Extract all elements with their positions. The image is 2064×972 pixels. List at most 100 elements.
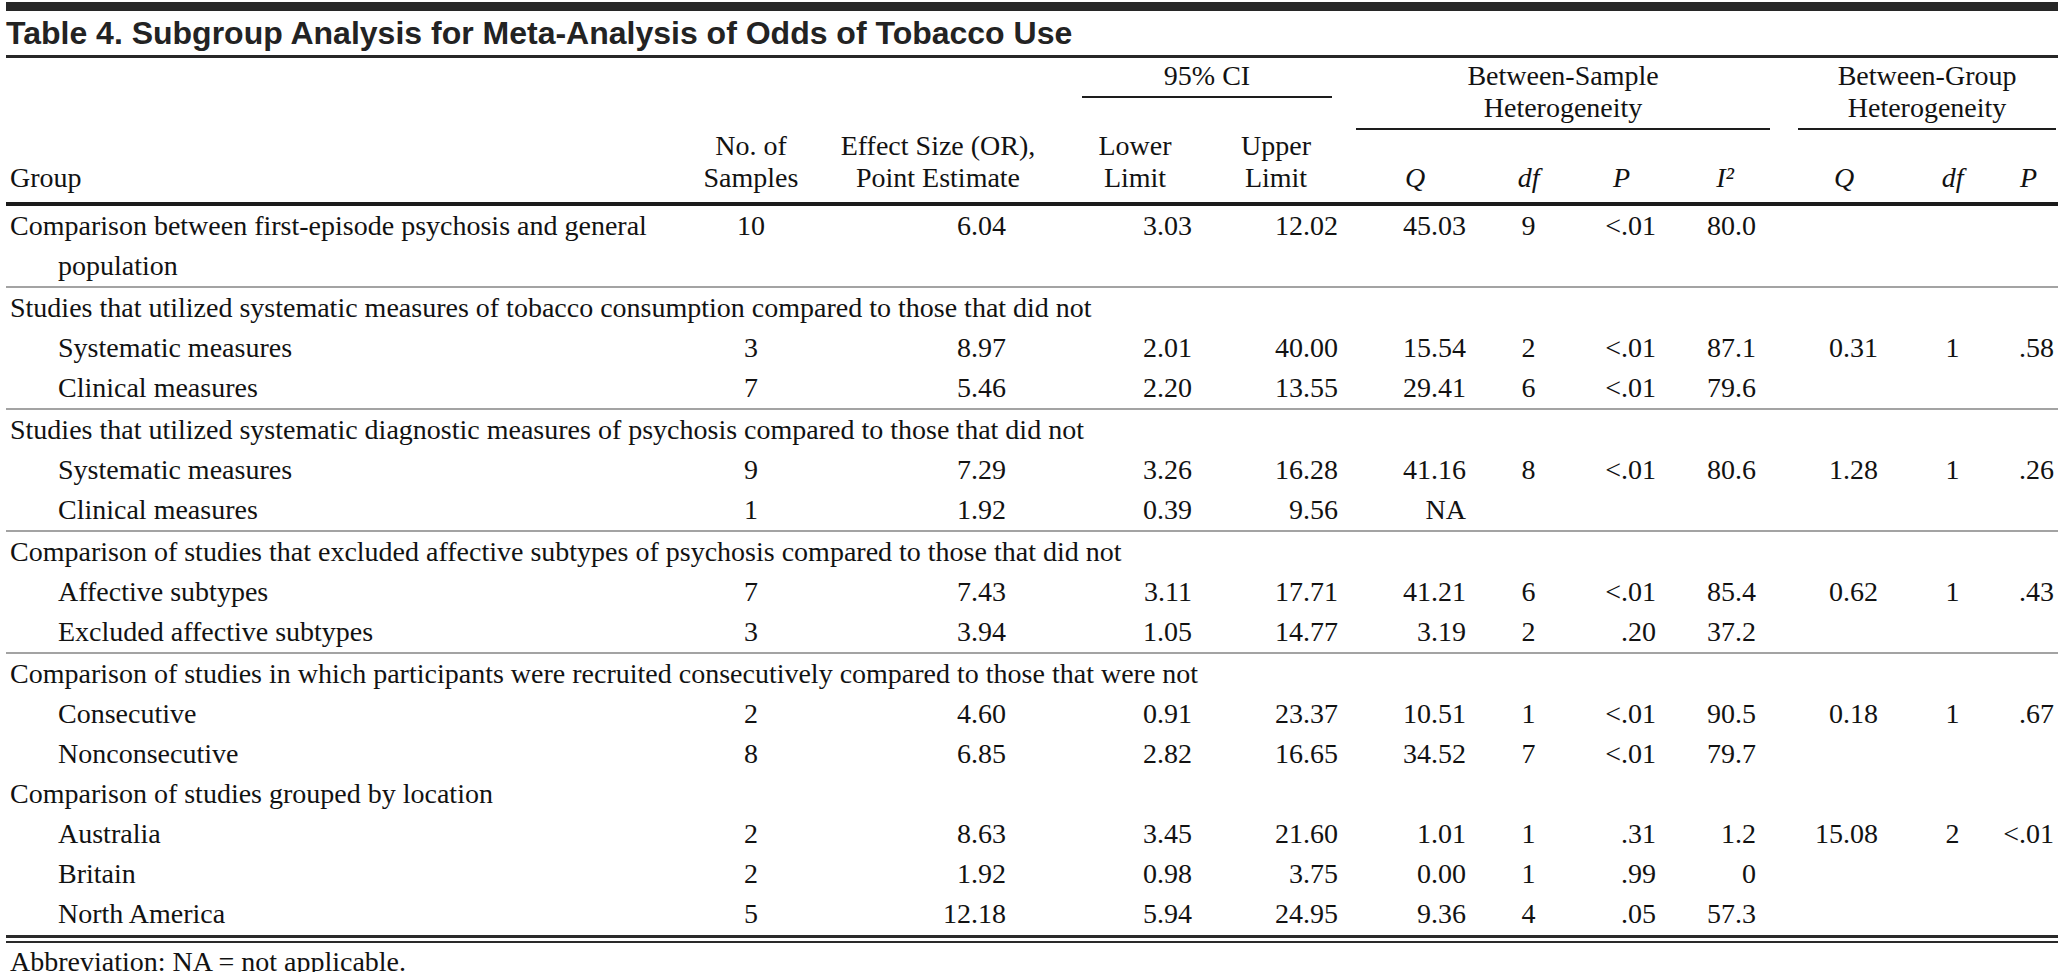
header-line: Samples [704, 162, 799, 193]
cell-df-group [1906, 894, 1999, 934]
cell-q-sample: 10.51 [1348, 694, 1482, 734]
table-row: Affective subtypes 7 7.43 3.11 17.71 41.… [6, 572, 2058, 612]
cell-or: 8.97 [810, 328, 1066, 368]
table-row: Excluded affective subtypes 3 3.94 1.05 … [6, 612, 2058, 653]
cell-n: 7 [692, 368, 810, 409]
cell-lower: 2.20 [1066, 368, 1204, 409]
header-line: No. of [715, 130, 787, 161]
table-row: Britain 2 1.92 0.98 3.75 0.00 1 .99 0 [6, 854, 2058, 894]
cell-df-group: 2 [1906, 814, 1999, 854]
col-header-p-group: P [1999, 130, 2058, 204]
spanner-line: Heterogeneity [1848, 92, 2007, 123]
cell-df-sample: 4 [1482, 894, 1575, 934]
col-header-effect-size: Effect Size (OR),Point Estimate [810, 130, 1066, 204]
cell-lower: 2.01 [1066, 328, 1204, 368]
spanner-between-group: Between-GroupHeterogeneity [1782, 58, 2058, 130]
cell-p-group: .67 [1999, 694, 2058, 734]
cell-n: 1 [692, 490, 810, 531]
cell-df-sample: 9 [1482, 204, 1575, 287]
cell-p-sample: .20 [1575, 612, 1668, 653]
cell-or: 12.18 [810, 894, 1066, 934]
header-line: Limit [1245, 162, 1307, 193]
header-line: Point Estimate [856, 162, 1020, 193]
cell-q-group: 15.08 [1782, 814, 1906, 854]
cell-df-group [1906, 612, 1999, 653]
section-label: Comparison of studies grouped by locatio… [6, 774, 2058, 814]
section-row: Comparison of studies grouped by locatio… [6, 774, 2058, 814]
cell-q-group: 1.28 [1782, 450, 1906, 490]
cell-group: Nonconsecutive [6, 734, 692, 774]
table-footnote: Abbreviation: NA = not applicable. [6, 943, 2058, 972]
cell-group: North America [6, 894, 692, 934]
cell-n: 2 [692, 814, 810, 854]
cell-p-group: <.01 [1999, 814, 2058, 854]
cell-or: 4.60 [810, 694, 1066, 734]
section-row: Studies that utilized systematic measure… [6, 287, 2058, 328]
col-header-df-group: df [1906, 130, 1999, 204]
cell-p-sample: .31 [1575, 814, 1668, 854]
cell-i2: 80.0 [1668, 204, 1782, 287]
cell-p-group [1999, 894, 2058, 934]
cell-q-sample: 29.41 [1348, 368, 1482, 409]
cell-i2: 57.3 [1668, 894, 1782, 934]
cell-df-sample: 1 [1482, 814, 1575, 854]
col-header-q-sample: Q [1348, 130, 1482, 204]
cell-lower: 0.39 [1066, 490, 1204, 531]
cell-p-group: .43 [1999, 572, 2058, 612]
cell-or: 1.92 [810, 854, 1066, 894]
spanner-line: Heterogeneity [1484, 92, 1643, 123]
cell-upper: 16.28 [1204, 450, 1348, 490]
cell-n: 2 [692, 694, 810, 734]
cell-p-sample: <.01 [1575, 450, 1668, 490]
header-line: Limit [1104, 162, 1166, 193]
cell-n: 7 [692, 572, 810, 612]
cell-n: 8 [692, 734, 810, 774]
cell-i2: 79.6 [1668, 368, 1782, 409]
cell-group: Clinical measures [6, 368, 692, 409]
cell-i2: 79.7 [1668, 734, 1782, 774]
cell-df-sample: 2 [1482, 328, 1575, 368]
cell-lower: 5.94 [1066, 894, 1204, 934]
paper-table-page: Table 4. Subgroup Analysis for Meta-Anal… [0, 0, 2064, 972]
cell-lower: 3.26 [1066, 450, 1204, 490]
cell-lower: 0.98 [1066, 854, 1204, 894]
table-row: Systematic measures 3 8.97 2.01 40.00 15… [6, 328, 2058, 368]
cell-group: Australia [6, 814, 692, 854]
cell-q-group [1782, 204, 1906, 287]
cell-n: 10 [692, 204, 810, 287]
header-line: Lower [1098, 130, 1171, 161]
cell-p-group [1999, 490, 2058, 531]
cell-p-group [1999, 368, 2058, 409]
cell-q-group [1782, 854, 1906, 894]
cell-q-group: 0.18 [1782, 694, 1906, 734]
table-row: Systematic measures 9 7.29 3.26 16.28 41… [6, 450, 2058, 490]
header-line: Effect Size (OR), [841, 130, 1036, 161]
cell-lower: 3.03 [1066, 204, 1204, 287]
cell-q-group [1782, 734, 1906, 774]
cell-q-sample: 0.00 [1348, 854, 1482, 894]
col-header-p-sample: P [1575, 130, 1668, 204]
cell-upper: 16.65 [1204, 734, 1348, 774]
cell-df-group [1906, 854, 1999, 894]
cell-n: 9 [692, 450, 810, 490]
col-header-upper-limit: UpperLimit [1204, 130, 1348, 204]
spanner-ci-label: 95% CI [1082, 60, 1332, 98]
cell-df-sample: 1 [1482, 854, 1575, 894]
cell-upper: 24.95 [1204, 894, 1348, 934]
cell-upper: 12.02 [1204, 204, 1348, 287]
cell-group: Systematic measures [6, 328, 692, 368]
cell-upper: 13.55 [1204, 368, 1348, 409]
cell-p-group [1999, 854, 2058, 894]
table-row: Consecutive 2 4.60 0.91 23.37 10.51 1 <.… [6, 694, 2058, 734]
cell-p-group [1999, 612, 2058, 653]
cell-p-group [1999, 204, 2058, 287]
col-header-q-group: Q [1782, 130, 1906, 204]
section-row: Comparison of studies that excluded affe… [6, 531, 2058, 572]
cell-q-sample: NA [1348, 490, 1482, 531]
header-line: Upper [1241, 130, 1311, 161]
cell-q-sample: 1.01 [1348, 814, 1482, 854]
cell-df-group [1906, 490, 1999, 531]
cell-df-group: 1 [1906, 694, 1999, 734]
cell-df-sample: 6 [1482, 572, 1575, 612]
cell-group: Affective subtypes [6, 572, 692, 612]
